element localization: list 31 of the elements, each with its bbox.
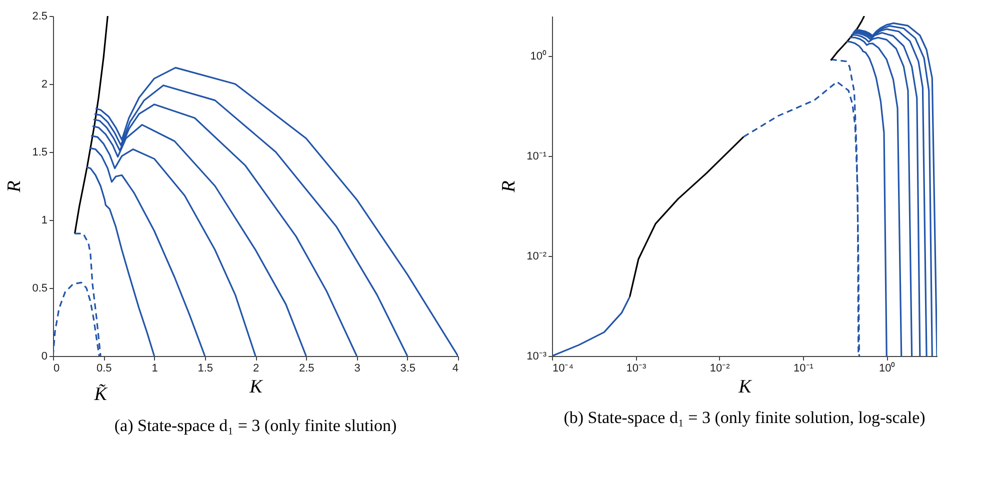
x-tick-label: 3 bbox=[354, 362, 360, 374]
text: (b) State-space d₁ = 3 (only finite solution, log-scale) bbox=[564, 408, 926, 427]
x-tick-label: 10⁻⁴ bbox=[552, 362, 574, 374]
x-tick-label: 2 bbox=[252, 362, 260, 374]
y-tick-label: 1 bbox=[41, 214, 48, 226]
y-tick-label: 1.5 bbox=[32, 146, 48, 158]
x-tick-label: 1 bbox=[152, 362, 158, 374]
annotation: K̃ bbox=[93, 384, 108, 405]
x-tick-label: 0 bbox=[54, 362, 60, 374]
y-tick-label: 2 bbox=[41, 78, 48, 90]
y-tick-label: 0.5 bbox=[32, 282, 48, 294]
x-tick-label: 10⁰ bbox=[879, 362, 896, 374]
y-tick-label: 0 bbox=[41, 350, 48, 362]
y-tick-label: 10⁻³ bbox=[526, 350, 547, 362]
x-tick-label: 1.5 bbox=[198, 362, 214, 374]
y-tick-label: 10⁻² bbox=[526, 250, 547, 262]
text: (a) State-space d₁ = 3 (only finite slution) bbox=[114, 416, 397, 435]
x-tick-label: 3.5 bbox=[400, 362, 416, 374]
x-tick-label: 10⁻³ bbox=[626, 362, 646, 374]
x-tick-label: 0.5 bbox=[96, 362, 112, 374]
y-axis-title: R bbox=[4, 180, 26, 194]
x-tick-label: 4 bbox=[452, 362, 458, 374]
y-tick-label: 2.5 bbox=[32, 10, 48, 22]
x-axis-title: K bbox=[738, 376, 753, 398]
x-tick-label: 10⁻² bbox=[710, 362, 730, 374]
y-tick-label: 10⁻¹ bbox=[526, 150, 547, 162]
x-tick-label: 2.5 bbox=[298, 362, 314, 374]
y-tick-label: 10⁰ bbox=[530, 49, 546, 62]
x-tick-label: 10⁻¹ bbox=[794, 362, 814, 374]
x-axis-title: K bbox=[248, 376, 264, 398]
y-axis-title: R bbox=[498, 180, 520, 194]
